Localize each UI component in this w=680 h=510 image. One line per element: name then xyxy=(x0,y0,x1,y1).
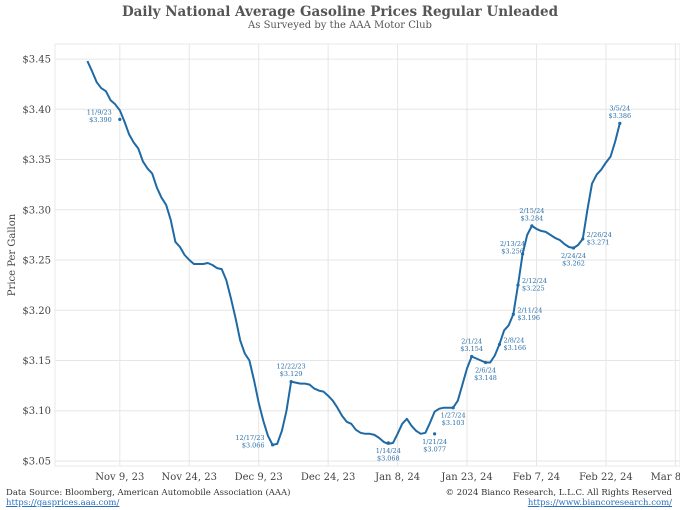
x-tick-label: Feb 22, 24 xyxy=(579,472,633,483)
data-source: Data Source: Bloomberg, American Automob… xyxy=(6,488,291,498)
annotation-value: $3.068 xyxy=(377,454,400,462)
annotation-value: $3.196 xyxy=(517,314,540,322)
series-line xyxy=(86,60,621,446)
x-tick-label: Nov 9, 23 xyxy=(95,472,144,483)
annotation-marker xyxy=(470,354,474,359)
x-tick-label: Dec 24, 23 xyxy=(301,472,356,483)
annotation-date: 1/14/24 xyxy=(376,447,401,455)
annotation-date: 2/15/24 xyxy=(519,207,544,215)
annotation-marker xyxy=(118,117,122,121)
annotation-date: 3/5/24 xyxy=(609,104,630,112)
y-tick-label: $3.25 xyxy=(22,256,51,267)
annotation-marker xyxy=(433,432,437,436)
copyright-link[interactable]: https://www.biancoresearch.com/ xyxy=(527,498,672,508)
x-tick-label: Feb 7, 24 xyxy=(513,472,560,483)
y-tick-label: $3.35 xyxy=(22,155,51,166)
annotation-marker xyxy=(451,406,455,410)
annotation-value: $3.390 xyxy=(89,116,112,124)
annotation-marker xyxy=(289,380,293,384)
annotation-date: 2/1/24 xyxy=(461,337,482,345)
annotation-value: $3.284 xyxy=(520,214,543,222)
annotation-date: 2/13/24 xyxy=(500,240,525,248)
annotation-value: $3.148 xyxy=(474,374,497,382)
plot-area xyxy=(54,43,680,467)
annotation-marker xyxy=(618,121,622,125)
annotation-value: $3.166 xyxy=(503,344,526,352)
annotation-date: 2/8/24 xyxy=(503,336,524,344)
y-tick-label: $3.15 xyxy=(22,356,51,367)
x-axis: Nov 9, 23 Nov 24, 23 Dec 9, 23 Dec 24, 23 Ja… xyxy=(95,472,680,483)
grid-lines xyxy=(55,44,680,466)
annotation-marker xyxy=(581,237,585,241)
annotation-value: $3.271 xyxy=(587,238,610,246)
chart-subtitle: As Surveyed by the AAA Motor Club xyxy=(248,20,432,31)
annotation-date: 1/27/24 xyxy=(441,412,466,420)
annotation-date: 12/17/23 xyxy=(235,434,264,442)
annotations: 11/9/23$3.390 12/17/23$3.066 12/22/23$3.12… xyxy=(87,104,631,462)
annotation-date: 2/6/24 xyxy=(475,367,496,375)
y-tick-label: $3.30 xyxy=(22,205,51,216)
x-tick-label: Jan 8, 24 xyxy=(374,472,420,483)
annotation-marker xyxy=(386,441,390,445)
y-axis-label: Price Per Gallon xyxy=(7,213,18,296)
x-tick-label: Mar 8, 24 xyxy=(651,472,680,483)
annotation-marker xyxy=(497,342,502,347)
annotation-value: $3.129 xyxy=(280,370,303,378)
annotation-value: $3.066 xyxy=(242,441,265,449)
annotation-marker xyxy=(571,246,576,250)
x-tick-label: Dec 9, 23 xyxy=(235,472,283,483)
annotation-value: $3.077 xyxy=(423,445,446,453)
annotation-value: $3.386 xyxy=(608,112,631,120)
annotation-marker xyxy=(520,252,525,256)
annotation-value: $3.256 xyxy=(501,247,524,255)
y-axis: $3.05 $3.10 $3.15 $3.20 $3.25 $3.30 $3.35 $3.40… xyxy=(22,55,51,468)
y-tick-label: $3.40 xyxy=(22,105,51,116)
source-link[interactable]: https://gasprices.aaa.com/ xyxy=(6,498,120,508)
annotation-marker xyxy=(511,312,515,316)
annotation-value: $3.154 xyxy=(460,345,483,353)
annotation-marker xyxy=(270,443,275,447)
copyright: © 2024 Bianco Research, L.L.C. All Right… xyxy=(445,488,672,498)
x-tick-label: Nov 24, 23 xyxy=(162,472,217,483)
annotation-marker xyxy=(516,283,520,287)
annotation-date: 2/26/24 xyxy=(587,231,612,239)
chart-title: Daily National Average Gasoline Prices R… xyxy=(121,4,559,20)
annotation-value: $3.225 xyxy=(522,285,545,293)
annotation-date: 2/24/24 xyxy=(561,252,586,260)
annotation-date: 2/12/24 xyxy=(522,277,547,285)
y-tick-label: $3.20 xyxy=(22,306,51,317)
annotation-marker xyxy=(530,224,534,228)
annotation-value: $3.103 xyxy=(442,419,465,427)
y-tick-label: $3.45 xyxy=(22,55,51,66)
annotation-value: $3.262 xyxy=(562,259,585,267)
annotation-date: 2/11/24 xyxy=(517,306,542,314)
annotation-date: 11/9/23 xyxy=(87,108,112,116)
y-tick-label: $3.05 xyxy=(22,456,51,467)
y-tick-label: $3.10 xyxy=(22,406,51,417)
annotation-date: 12/22/23 xyxy=(277,363,306,371)
x-tick-label: Jan 23, 24 xyxy=(440,472,492,483)
annotation-date: 1/21/24 xyxy=(422,438,447,446)
series-lines xyxy=(86,60,621,446)
annotation-marker xyxy=(483,360,488,365)
